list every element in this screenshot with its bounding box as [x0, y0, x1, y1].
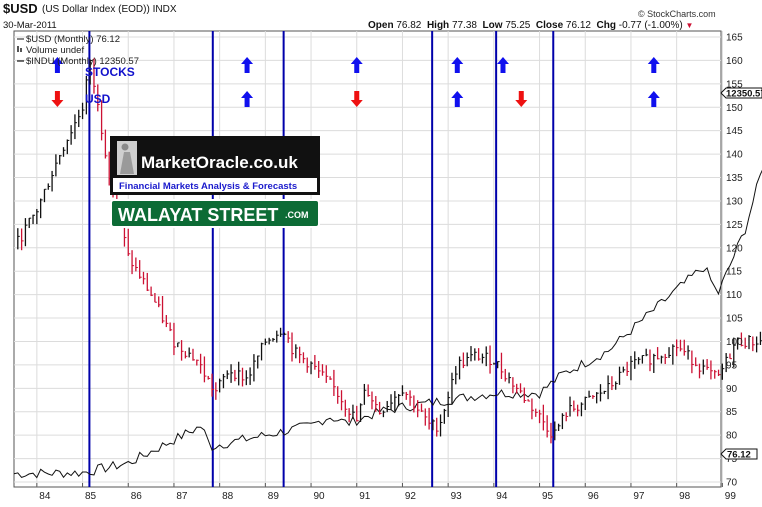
x-tick-label: 84	[39, 491, 51, 502]
x-axis-ticks: 8485868788899091929394959697989900010203…	[36, 483, 737, 502]
usd-series	[17, 58, 762, 444]
high-value: 77.38	[451, 20, 477, 31]
street-suffix: .COM	[285, 210, 309, 220]
indu-last-badge: 12350.57	[720, 87, 762, 100]
legend-indu: $INDU (Monthly) 12350.57	[26, 56, 139, 67]
up-arrow-icon	[647, 91, 660, 107]
y-tick-label: 110	[726, 290, 742, 301]
street-sign	[110, 199, 320, 228]
y-tick-label: 145	[726, 126, 743, 137]
legend-volume-swatch-b	[20, 48, 22, 52]
y-tick-label: 85	[726, 407, 738, 418]
y-tick-label: 155	[726, 79, 743, 90]
y-axis-ticks: 70 75 80 85 90 95 100 105 110 115 120 125 130 135 140 1…	[726, 33, 743, 489]
x-tick-label: 93	[451, 491, 463, 502]
y-tick-label: 105	[726, 314, 743, 325]
x-tick-label: 91	[359, 491, 371, 502]
copyright: © StockCharts.com	[638, 9, 716, 19]
x-tick-label: 92	[405, 491, 417, 502]
x-tick-label: 85	[85, 491, 97, 502]
x-tick-label: 89	[268, 491, 280, 502]
exchange: INDX	[152, 4, 177, 15]
x-tick-label: 88	[222, 491, 234, 502]
down-triangle-icon: ▼	[685, 21, 694, 30]
down-arrow-icon	[350, 91, 363, 107]
close-label: Close	[535, 20, 564, 31]
oracle-statue-icon	[117, 141, 137, 175]
low-label: Low	[482, 20, 503, 31]
plot-frame	[13, 30, 722, 488]
symbol: $USD	[3, 1, 38, 16]
x-tick-label: 90	[313, 491, 325, 502]
y-tick-label: 120	[726, 243, 743, 254]
x-tick-label: 87	[176, 491, 188, 502]
street-name: WALAYAT STREET	[118, 205, 278, 225]
x-tick-label: 96	[588, 491, 600, 502]
y-tick-label: 80	[726, 431, 738, 442]
y-tick-label: 150	[726, 103, 743, 114]
down-arrow-icon	[51, 91, 64, 107]
down-arrow-icon	[515, 91, 528, 107]
up-arrow-icon	[51, 57, 64, 73]
y-tick-label: 100	[726, 337, 743, 348]
indu-line	[13, 169, 762, 479]
stocks-label: STOCKS	[85, 65, 135, 79]
walayat-street-logo: WALAYAT STREET .COM	[110, 199, 320, 228]
x-tick-label: 97	[633, 491, 645, 502]
indu-series	[13, 169, 762, 479]
chart-date: 30-Mar-2011	[3, 20, 57, 31]
y-tick-label: 140	[726, 150, 743, 161]
y-tick-label: 130	[726, 196, 743, 207]
logo-name: MarketOracle.co.uk	[141, 153, 298, 172]
legend-volume-swatch	[17, 46, 19, 52]
index-name: (US Dollar Index (EOD))	[42, 4, 150, 15]
legend: $USD (Monthly) 76.12 Volume undef $INDU …	[17, 34, 139, 67]
legend-usd: $USD (Monthly) 76.12	[26, 34, 120, 45]
y-tick-label: 135	[726, 173, 743, 184]
y-tick-label: 70	[726, 478, 738, 489]
close-value: 76.12	[565, 20, 591, 31]
up-arrow-icon	[350, 57, 363, 73]
logo-tagline-band	[113, 178, 317, 192]
up-arrow-icon	[241, 57, 254, 73]
chg-value: -0.77 (-1.00%)	[618, 20, 683, 31]
up-arrow-icon	[451, 57, 464, 73]
grid	[14, 31, 723, 487]
legend-volume: Volume undef	[26, 45, 84, 56]
up-arrow-icon	[496, 57, 509, 73]
open-value: 76.82	[396, 20, 422, 31]
chg-label: Chg	[596, 20, 616, 31]
chart-name: (US Dollar Index (EOD)) INDX	[42, 4, 177, 15]
y-tick-label: 90	[726, 384, 738, 395]
y-tick-label: 160	[726, 56, 743, 67]
marketoracle-logo: MarketOracle.co.uk Financial Markets Ana…	[110, 136, 320, 195]
x-tick-label: 99	[725, 491, 737, 502]
usd-badge-value: 76.12	[727, 450, 751, 461]
open-label: Open	[368, 20, 394, 31]
chart-symbol: $USD	[3, 1, 38, 16]
up-arrow-icon	[647, 57, 660, 73]
ohlc-readout: Open 76.82 High 77.38 Low 75.25 Close 76…	[368, 20, 693, 31]
high-label: High	[426, 20, 450, 31]
y-tick-label: 165	[726, 33, 743, 44]
indu-badge-value: 12350.57	[726, 89, 762, 100]
y-tick-label: 75	[726, 454, 738, 465]
y-tick-label: 125	[726, 220, 743, 231]
usd-last-badge: 76.12	[720, 448, 758, 461]
up-arrow-icon	[241, 91, 254, 107]
low-value: 75.25	[505, 20, 531, 31]
x-tick-label: 98	[679, 491, 691, 502]
vertical-lines	[88, 31, 555, 487]
x-tick-label: 94	[496, 491, 508, 502]
x-tick-label: 86	[131, 491, 143, 502]
x-tick-label: 95	[542, 491, 554, 502]
y-tick-label: 95	[726, 360, 738, 371]
usd-label: USD	[85, 92, 111, 106]
up-arrow-icon	[451, 91, 464, 107]
logo-tagline: Financial Markets Analysis & Forecasts	[119, 181, 297, 192]
signal-arrows	[51, 57, 660, 107]
y-tick-label: 115	[726, 267, 742, 278]
